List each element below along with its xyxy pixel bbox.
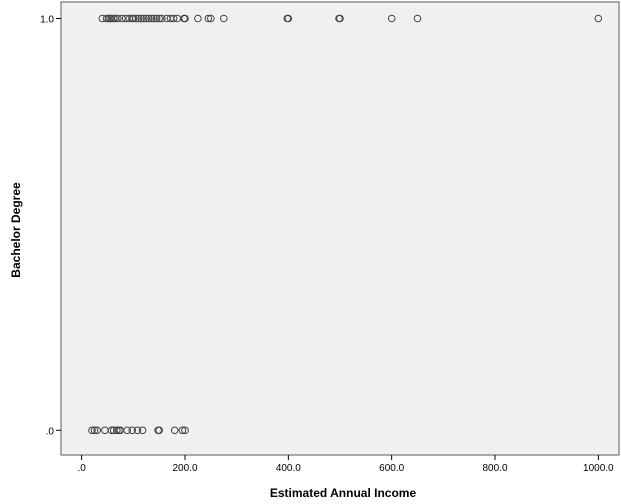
scatter-point [150, 14, 158, 23]
plot-area [60, 1, 620, 456]
scatter-point [155, 426, 163, 435]
scatter-point [152, 14, 161, 23]
scatter-point [128, 426, 137, 435]
scatter-point [170, 426, 179, 435]
scatter-point [145, 14, 153, 23]
scatter-point [204, 14, 213, 23]
scatter-point [118, 14, 126, 23]
scatter-point [181, 426, 189, 435]
scatter-point [336, 14, 344, 23]
scatter-point [284, 14, 293, 23]
y-axis: .0 1.0 [40, 14, 61, 437]
scatter-point [132, 14, 140, 23]
y-axis-title: Bachelor Degree [9, 182, 23, 278]
scatter-point [114, 14, 122, 23]
scatter-point [158, 14, 166, 23]
scatter-point [207, 14, 215, 23]
x-tick-label: 400.0 [276, 463, 301, 474]
scatter-point [181, 14, 189, 23]
x-tick-label: .0 [77, 463, 86, 474]
scatter-point [220, 14, 228, 23]
scatter-point [413, 14, 422, 23]
x-tick-label: 1000.0 [583, 463, 614, 474]
scatter-point [88, 426, 96, 435]
scatter-point [138, 426, 147, 435]
scatter-point [147, 14, 156, 23]
scatter-point [133, 426, 142, 435]
scatter-point [107, 426, 116, 435]
x-axis: .0 200.0 400.0 600.0 800.0 1000.0 [77, 455, 614, 474]
x-tick-label: 200.0 [172, 463, 197, 474]
scatter-point [90, 426, 99, 435]
scatter-point [178, 426, 187, 435]
points-layer [88, 14, 603, 435]
scatter-point [134, 14, 143, 23]
scatter-point [137, 14, 145, 23]
x-axis-title: Estimated Annual Income [270, 486, 417, 500]
scatter-point [139, 14, 148, 23]
scatter-point [155, 14, 163, 23]
x-tick-label: 800.0 [482, 463, 507, 474]
scatter-point [102, 14, 111, 23]
scatter-point [142, 14, 151, 23]
y-tick-label: .0 [46, 426, 55, 437]
y-tick-label: 1.0 [40, 14, 54, 25]
x-tick-label: 600.0 [379, 463, 404, 474]
scatter-point [594, 14, 603, 23]
scatter-point [194, 14, 202, 23]
scatter-point [387, 14, 396, 23]
scatter-point [93, 426, 101, 435]
scatter-point [113, 426, 121, 435]
scatter-point [169, 14, 178, 23]
scatter-point [129, 14, 138, 23]
scatter-point [123, 426, 131, 435]
